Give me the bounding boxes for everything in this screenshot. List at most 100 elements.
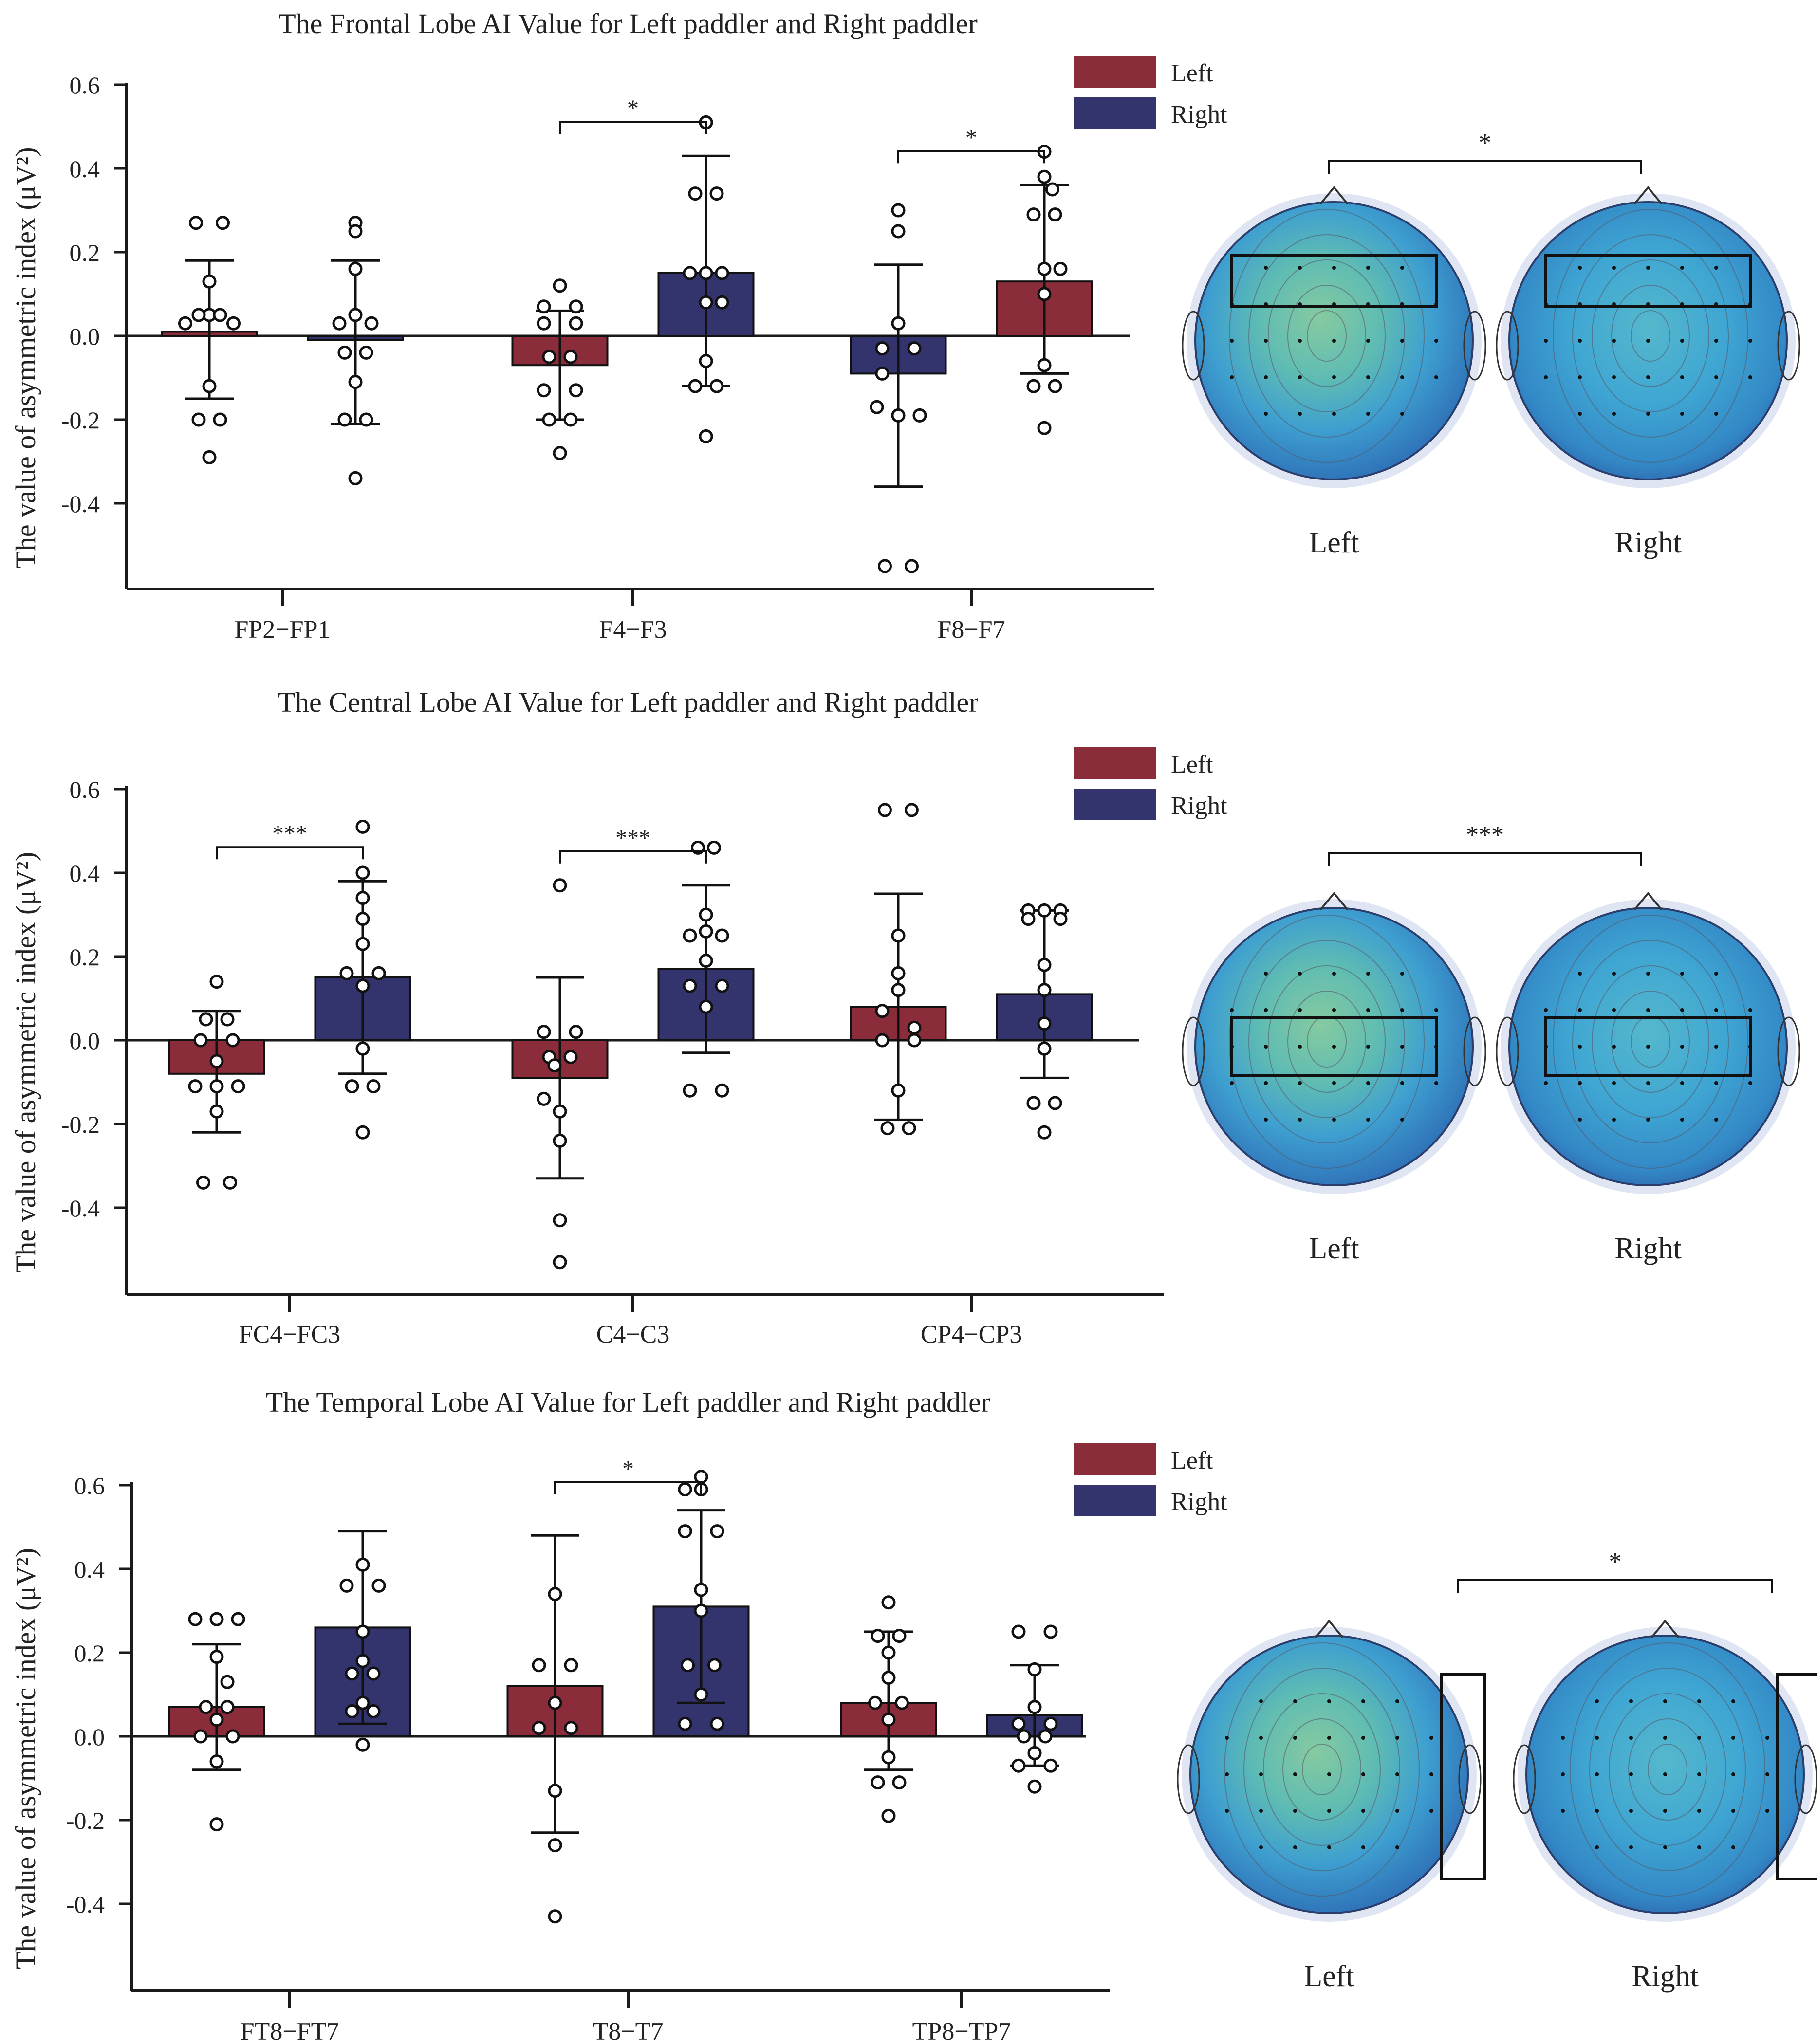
data-point xyxy=(1045,182,1059,197)
electrode xyxy=(1714,1045,1718,1049)
topomap-left: Left xyxy=(1182,185,1486,559)
electrode xyxy=(1366,1118,1370,1122)
electrode xyxy=(1714,1081,1718,1085)
data-point xyxy=(196,1175,210,1190)
y-tick-label: 0.0 xyxy=(70,1027,100,1054)
electrode xyxy=(1264,1008,1268,1012)
electrode xyxy=(1680,339,1684,343)
electrode xyxy=(1361,1699,1365,1703)
contour-line xyxy=(1589,1668,1746,1871)
electrode xyxy=(1612,266,1616,270)
data-point xyxy=(339,966,354,980)
y-tick-label: -0.2 xyxy=(61,406,100,434)
legend-swatch xyxy=(1074,1443,1156,1475)
electrode xyxy=(1361,1772,1365,1776)
electrode xyxy=(1259,1699,1263,1703)
data-point xyxy=(694,1687,708,1702)
electrode xyxy=(1697,1699,1701,1703)
bar-group xyxy=(314,819,411,1140)
data-point xyxy=(1026,379,1041,393)
data-point xyxy=(1037,983,1052,997)
electrode xyxy=(1629,1736,1633,1740)
electrode xyxy=(1680,1045,1684,1049)
electrode xyxy=(1714,412,1718,416)
electrode xyxy=(1578,1008,1582,1012)
electrode xyxy=(1400,1008,1404,1012)
electrode xyxy=(1293,1809,1297,1813)
data-point xyxy=(707,840,721,855)
data-point xyxy=(1037,1016,1052,1031)
data-point xyxy=(366,1079,381,1094)
data-point xyxy=(878,803,892,817)
nose xyxy=(1319,185,1349,205)
electrode xyxy=(1680,1008,1684,1012)
legend-label: Left xyxy=(1171,751,1213,778)
electrode xyxy=(1731,1699,1735,1703)
electrode xyxy=(1264,1118,1268,1122)
electrode xyxy=(1264,266,1268,270)
data-point xyxy=(345,1666,359,1681)
x-tick-label: F8−F7 xyxy=(937,616,1005,644)
nose xyxy=(1315,1619,1344,1639)
data-point xyxy=(199,1700,213,1714)
x-tick-label: F4−F3 xyxy=(599,616,667,644)
topomap-left: Left xyxy=(1177,1619,1486,1993)
nose xyxy=(1633,185,1663,205)
data-point xyxy=(709,379,724,393)
data-point xyxy=(891,966,906,980)
electrode xyxy=(1395,1809,1399,1813)
data-point xyxy=(892,1775,907,1790)
electrode xyxy=(1663,1809,1667,1813)
y-tick-label: 0.6 xyxy=(74,1472,105,1499)
right-ear xyxy=(1463,311,1486,381)
electrode xyxy=(1366,1045,1370,1049)
topomap-group: Left Right * xyxy=(1182,129,1800,559)
data-point xyxy=(225,1033,240,1048)
significance-label: *** xyxy=(272,821,307,847)
data-point xyxy=(537,299,551,314)
data-point xyxy=(564,1658,578,1673)
data-point xyxy=(881,1595,896,1610)
legend-swatch xyxy=(1074,97,1156,129)
bar-group xyxy=(168,975,265,1190)
contour-line xyxy=(1570,1642,1765,1897)
data-point xyxy=(223,1175,237,1190)
y-tick-label: -0.2 xyxy=(66,1807,105,1834)
data-point xyxy=(209,1054,224,1068)
data-point xyxy=(694,1603,708,1618)
data-point xyxy=(871,1775,885,1790)
data-point xyxy=(1017,1729,1031,1744)
bar-group xyxy=(986,1624,1083,1794)
data-point xyxy=(715,928,729,943)
electrode xyxy=(1612,339,1616,343)
electrode xyxy=(1595,1699,1599,1703)
y-tick-label: 0.4 xyxy=(70,860,100,887)
electrode xyxy=(1578,1081,1582,1085)
data-point xyxy=(710,1524,724,1539)
electrode xyxy=(1400,972,1404,976)
data-point xyxy=(371,966,386,980)
electrode xyxy=(1332,972,1336,976)
electrode xyxy=(1697,1809,1701,1813)
electrode xyxy=(1332,1118,1336,1122)
data-point xyxy=(348,261,363,276)
topomap-right: Right xyxy=(1496,185,1800,559)
electrode xyxy=(1332,1008,1336,1012)
data-point xyxy=(699,924,713,939)
electrode xyxy=(1230,339,1234,343)
x-tick-label: FT8−FT7 xyxy=(241,2018,339,2044)
legend-label: Right xyxy=(1171,792,1227,820)
electrode xyxy=(1293,1699,1297,1703)
electrode xyxy=(1629,1699,1633,1703)
data-point xyxy=(683,978,697,993)
electrode xyxy=(1663,1845,1667,1849)
roi-box xyxy=(1544,254,1752,308)
electrode xyxy=(1361,1845,1365,1849)
data-point xyxy=(332,316,347,331)
left-ear xyxy=(1177,1744,1200,1814)
data-point xyxy=(875,1033,890,1048)
contour-line xyxy=(1263,1693,1381,1846)
electrode xyxy=(1225,1772,1229,1776)
chart-title: The Central Lobe AI Value for Left paddl… xyxy=(278,686,979,718)
electrode xyxy=(1225,1809,1229,1813)
